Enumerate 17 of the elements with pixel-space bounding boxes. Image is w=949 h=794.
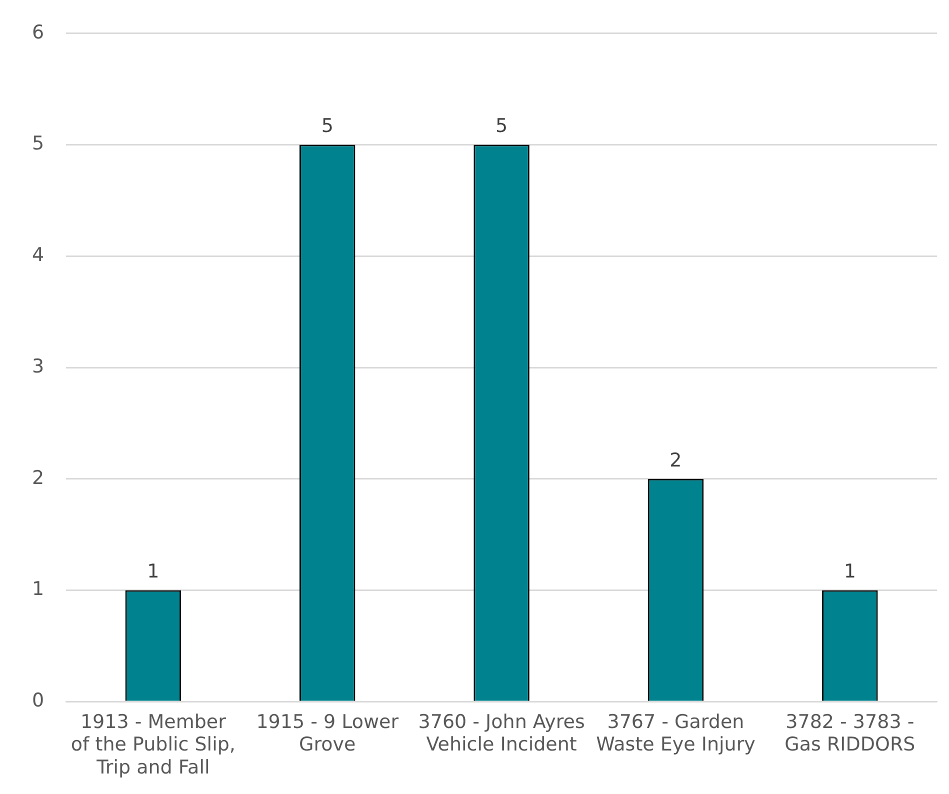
x-tick-label: 3760 - John Ayres Vehicle Incident <box>418 710 585 756</box>
data-label: 5 <box>321 115 334 138</box>
x-tick-label: 3767 - Garden Waste Eye Injury <box>596 710 756 756</box>
data-label: 5 <box>495 115 508 138</box>
data-label: 2 <box>670 449 682 472</box>
data-label: 1 <box>147 560 160 583</box>
x-tick-label: 1915 - 9 Lower Grove <box>256 710 399 756</box>
x-tick-label: 1913 - Member of the Public Slip, Trip and Fall <box>70 710 236 779</box>
x-tick-label: 3782 - 3783 - Gas RIDDORS <box>784 710 916 756</box>
y-tick-label: 0 <box>32 690 44 712</box>
y-tick-label: 3 <box>32 355 44 378</box>
data-label: 1 <box>844 560 856 583</box>
y-tick-label: 2 <box>32 466 44 489</box>
y-tick-label: 1 <box>32 578 44 600</box>
y-tick-label: 6 <box>32 21 44 44</box>
y-tick-label: 4 <box>32 244 44 266</box>
y-tick-label: 5 <box>32 132 44 155</box>
